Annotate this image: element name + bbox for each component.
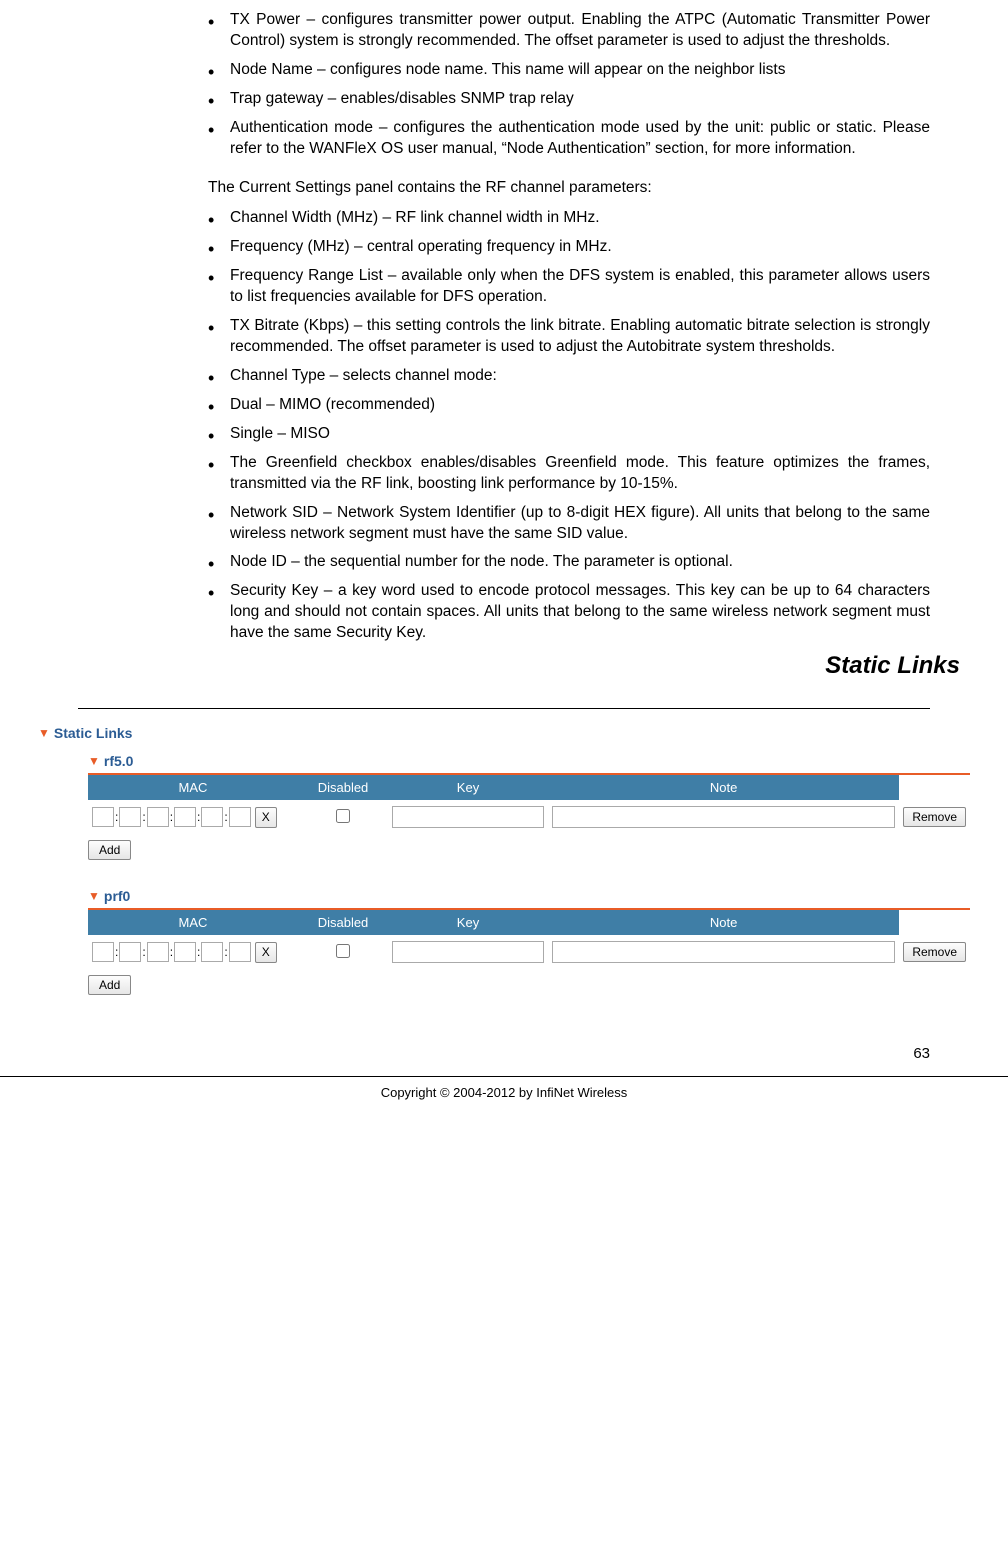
- bullet-item: Node Name – configures node name. This n…: [208, 60, 930, 81]
- add-button[interactable]: Add: [88, 975, 131, 995]
- mac-octet-input[interactable]: [229, 807, 251, 827]
- mac-octet-input[interactable]: [201, 807, 223, 827]
- bullet-item: Authentication mode – configures the aut…: [208, 118, 930, 160]
- mac-octet-input[interactable]: [119, 942, 141, 962]
- col-key: Key: [388, 910, 548, 935]
- mac-octet-input[interactable]: [147, 942, 169, 962]
- key-input[interactable]: [392, 806, 544, 828]
- remove-button[interactable]: Remove: [903, 807, 966, 827]
- links-table: MACDisabledKeyNote:::::XRemove: [88, 775, 970, 834]
- bullet-item: Trap gateway – enables/disables SNMP tra…: [208, 89, 930, 110]
- bullet-item: Dual – MIMO (recommended): [208, 395, 930, 416]
- chevron-down-icon: ▼: [88, 889, 100, 903]
- bullet-item: Frequency Range List – available only wh…: [208, 266, 930, 308]
- interface-block: ▼prf0MACDisabledKeyNote:::::XRemoveAdd: [88, 886, 970, 995]
- clear-mac-button[interactable]: X: [255, 807, 277, 828]
- mac-octet-input[interactable]: [174, 807, 196, 827]
- section-heading-block: Static Links: [78, 652, 930, 709]
- bullet-item: Channel Width (MHz) – RF link channel wi…: [208, 208, 930, 229]
- col-mac: MAC: [88, 775, 298, 800]
- mac-octet-input[interactable]: [92, 807, 114, 827]
- page-number: 63: [78, 1045, 930, 1062]
- interface-name: rf5.0: [104, 753, 134, 769]
- bullet-item: Frequency (MHz) – central operating freq…: [208, 237, 930, 258]
- disabled-checkbox[interactable]: [336, 809, 350, 823]
- chevron-down-icon: ▼: [38, 726, 50, 740]
- col-mac: MAC: [88, 910, 298, 935]
- remove-button[interactable]: Remove: [903, 942, 966, 962]
- bullet-item: TX Power – configures transmitter power …: [208, 10, 930, 52]
- mac-octet-input[interactable]: [174, 942, 196, 962]
- interface-block: ▼rf5.0MACDisabledKeyNote:::::XRemoveAdd: [88, 751, 970, 860]
- table-row: :::::XRemove: [88, 800, 970, 834]
- col-disabled: Disabled: [298, 910, 388, 935]
- bullet-item: The Greenfield checkbox enables/disables…: [208, 453, 930, 495]
- disabled-checkbox[interactable]: [336, 944, 350, 958]
- col-note: Note: [548, 775, 899, 800]
- copyright-footer: Copyright © 2004-2012 by InfiNet Wireles…: [78, 1085, 930, 1100]
- mac-octet-input[interactable]: [119, 807, 141, 827]
- key-input[interactable]: [392, 941, 544, 963]
- mac-octet-input[interactable]: [92, 942, 114, 962]
- mac-octet-input[interactable]: [229, 942, 251, 962]
- bullet-list-b: Channel Width (MHz) – RF link channel wi…: [208, 208, 930, 644]
- interface-toggle[interactable]: ▼ prf0: [88, 886, 970, 906]
- bullet-item: Network SID – Network System Identifier …: [208, 503, 930, 545]
- document-body: TX Power – configures transmitter power …: [208, 10, 930, 644]
- col-note: Note: [548, 910, 899, 935]
- mac-octet-input[interactable]: [147, 807, 169, 827]
- bullet-list-a: TX Power – configures transmitter power …: [208, 10, 930, 160]
- col-remove: [899, 775, 970, 800]
- static-links-toggle[interactable]: ▼ Static Links: [38, 723, 970, 743]
- col-key: Key: [388, 775, 548, 800]
- links-table: MACDisabledKeyNote:::::XRemove: [88, 910, 970, 969]
- clear-mac-button[interactable]: X: [255, 942, 277, 963]
- static-links-panel: ▼ Static Links ▼rf5.0MACDisabledKeyNote:…: [38, 723, 970, 995]
- bullet-item: TX Bitrate (Kbps) – this setting control…: [208, 316, 930, 358]
- panel-title: Static Links: [54, 725, 133, 741]
- note-input[interactable]: [552, 941, 895, 963]
- table-row: :::::XRemove: [88, 935, 970, 969]
- interface-name: prf0: [104, 888, 130, 904]
- intro-paragraph: The Current Settings panel contains the …: [208, 178, 930, 199]
- chevron-down-icon: ▼: [88, 754, 100, 768]
- bullet-item: Channel Type – selects channel mode:: [208, 366, 930, 387]
- col-disabled: Disabled: [298, 775, 388, 800]
- note-input[interactable]: [552, 806, 895, 828]
- interface-toggle[interactable]: ▼ rf5.0: [88, 751, 970, 771]
- mac-octet-input[interactable]: [201, 942, 223, 962]
- bullet-item: Node ID – the sequential number for the …: [208, 552, 930, 573]
- bullet-item: Security Key – a key word used to encode…: [208, 581, 930, 644]
- bullet-item: Single – MISO: [208, 424, 930, 445]
- add-button[interactable]: Add: [88, 840, 131, 860]
- col-remove: [899, 910, 970, 935]
- section-title: Static Links: [78, 652, 960, 680]
